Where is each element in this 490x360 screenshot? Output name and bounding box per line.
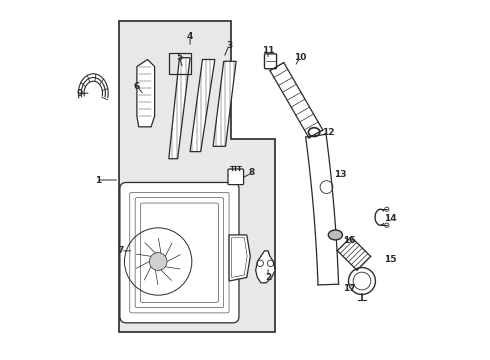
Text: 1: 1 <box>95 176 101 185</box>
Text: 4: 4 <box>187 32 193 41</box>
FancyBboxPatch shape <box>228 169 244 185</box>
Text: 13: 13 <box>335 170 347 179</box>
Text: 6: 6 <box>134 82 140 91</box>
Text: 10: 10 <box>294 53 306 62</box>
Bar <box>169 53 191 74</box>
Text: 2: 2 <box>265 273 271 282</box>
Text: 3: 3 <box>226 41 232 50</box>
Ellipse shape <box>328 230 343 240</box>
Text: 17: 17 <box>343 284 356 293</box>
Text: 11: 11 <box>262 46 274 55</box>
Polygon shape <box>229 235 250 281</box>
Polygon shape <box>119 21 275 332</box>
Text: 16: 16 <box>343 236 356 245</box>
FancyBboxPatch shape <box>120 183 239 323</box>
Text: 8: 8 <box>249 168 255 177</box>
Text: 5: 5 <box>176 53 183 62</box>
Text: 7: 7 <box>118 246 124 255</box>
Text: 14: 14 <box>384 215 396 224</box>
Text: 9: 9 <box>77 89 83 98</box>
Text: 15: 15 <box>384 255 396 264</box>
Text: 12: 12 <box>322 128 335 137</box>
Polygon shape <box>213 61 236 146</box>
Polygon shape <box>169 58 190 159</box>
Polygon shape <box>137 59 155 127</box>
Polygon shape <box>190 59 215 152</box>
Circle shape <box>149 253 167 270</box>
Polygon shape <box>256 251 275 283</box>
